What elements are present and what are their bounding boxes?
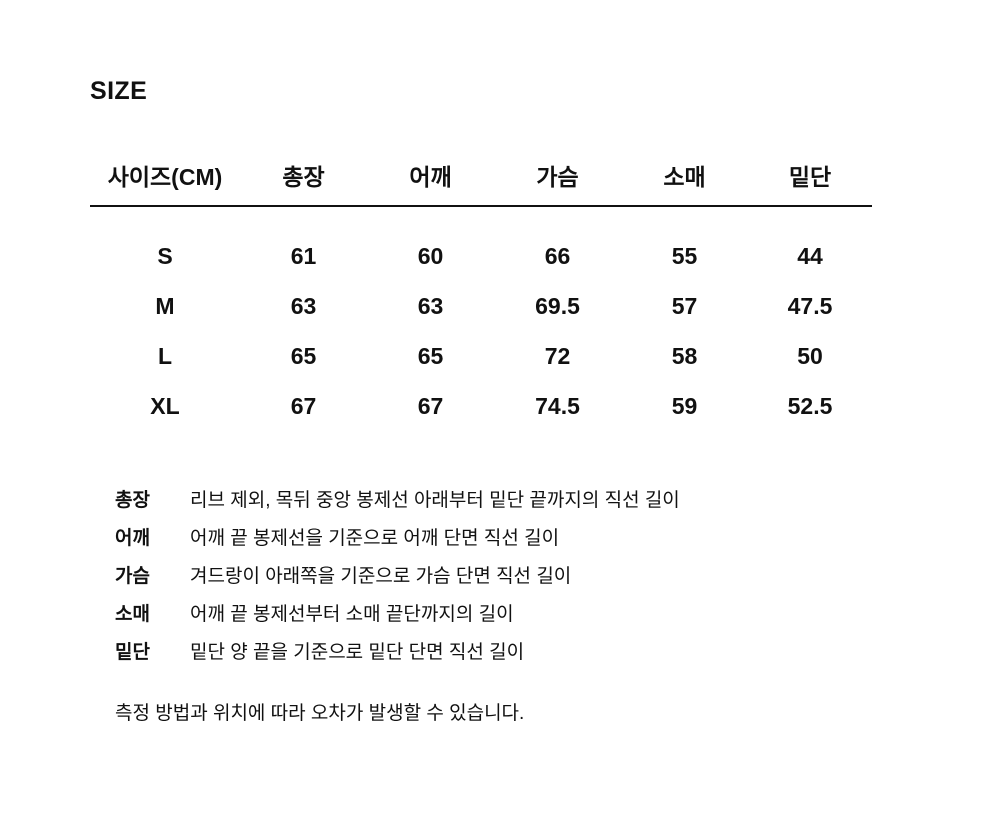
header-cell-shoulder: 어깨 (367, 145, 494, 207)
size-value-cell: 50 (797, 342, 823, 369)
definition-description: 겨드랑이 아래쪽을 기준으로 가슴 단면 직선 길이 (190, 566, 572, 587)
measurement-definition: 총장 리브 제외, 목뒤 중앙 봉제선 아래부터 밑단 끝까지의 직선 길이 (115, 482, 895, 520)
size-table: 사이즈(CM) 총장 어깨 가슴 소매 밑단 S 61 60 66 55 44 … (90, 145, 872, 431)
header-cell-sleeve: 소매 (621, 145, 748, 207)
size-label-cell: S (157, 242, 173, 269)
size-label-cell: XL (150, 392, 180, 419)
size-value-cell: 67 (290, 392, 317, 419)
definition-description: 어깨 끝 봉제선을 기준으로 어깨 단면 직선 길이 (190, 528, 560, 549)
measurement-definition: 어깨 어깨 끝 봉제선을 기준으로 어깨 단면 직선 길이 (115, 520, 895, 558)
size-value-cell: 44 (797, 242, 823, 269)
header-cell-chest: 가슴 (494, 145, 621, 207)
table-row: M 63 63 69.5 57 47.5 (90, 281, 872, 331)
size-value-cell: 63 (290, 292, 317, 319)
table-header-row: 사이즈(CM) 총장 어깨 가슴 소매 밑단 (90, 145, 872, 207)
size-value-cell: 61 (290, 242, 317, 269)
header-cell-length: 총장 (240, 145, 367, 207)
size-table-body: S 61 60 66 55 44 M 63 63 69.5 57 47.5 L … (90, 206, 872, 431)
measurement-definitions: 총장 리브 제외, 목뒤 중앙 봉제선 아래부터 밑단 끝까지의 직선 길이 어… (115, 482, 895, 672)
size-value-cell: 65 (290, 342, 317, 369)
size-value-cell: 67 (417, 392, 444, 419)
definition-description: 밑단 양 끝을 기준으로 밑단 단면 직선 길이 (190, 642, 525, 663)
measurement-definition: 소매 어깨 끝 봉제선부터 소매 끝단까지의 길이 (115, 596, 895, 634)
size-value-cell: 72 (544, 342, 571, 369)
definition-description: 리브 제외, 목뒤 중앙 봉제선 아래부터 밑단 끝까지의 직선 길이 (190, 490, 680, 511)
size-value-cell: 59 (671, 392, 698, 419)
table-row: XL 67 67 74.5 59 52.5 (90, 381, 872, 431)
size-value-cell: 47.5 (787, 292, 833, 319)
header-cell-size: 사이즈(CM) (90, 145, 240, 207)
table-row: L 65 65 72 58 50 (90, 331, 872, 381)
size-value-cell: 60 (417, 242, 444, 269)
definition-term: 가슴 (115, 566, 150, 587)
size-value-cell: 55 (671, 242, 698, 269)
section-title-size: SIZE (90, 77, 148, 105)
size-label-cell: M (155, 292, 175, 319)
size-value-cell: 52.5 (787, 392, 833, 419)
size-value-cell: 69.5 (535, 292, 580, 319)
measurement-definition: 가슴 겨드랑이 아래쪽을 기준으로 가슴 단면 직선 길이 (115, 558, 895, 596)
definition-term: 밑단 (115, 642, 150, 663)
measurement-definition: 밑단 밑단 양 끝을 기준으로 밑단 단면 직선 길이 (115, 634, 895, 672)
size-value-cell: 58 (671, 342, 698, 369)
table-row: S 61 60 66 55 44 (90, 206, 872, 281)
size-value-cell: 65 (417, 342, 444, 369)
size-value-cell: 57 (671, 292, 698, 319)
definition-description: 어깨 끝 봉제선부터 소매 끝단까지의 길이 (190, 604, 514, 625)
definition-term: 총장 (115, 490, 150, 511)
size-value-cell: 63 (417, 292, 444, 319)
definition-term: 어깨 (115, 528, 150, 549)
size-table-header: 사이즈(CM) 총장 어깨 가슴 소매 밑단 (90, 145, 872, 207)
size-value-cell: 74.5 (535, 392, 580, 419)
size-label-cell: L (157, 342, 173, 369)
header-cell-hem: 밑단 (748, 145, 872, 207)
definition-term: 소매 (115, 604, 150, 625)
size-value-cell: 66 (544, 242, 571, 269)
measurement-note: 측정 방법과 위치에 따라 오차가 발생할 수 있습니다. (115, 703, 525, 724)
